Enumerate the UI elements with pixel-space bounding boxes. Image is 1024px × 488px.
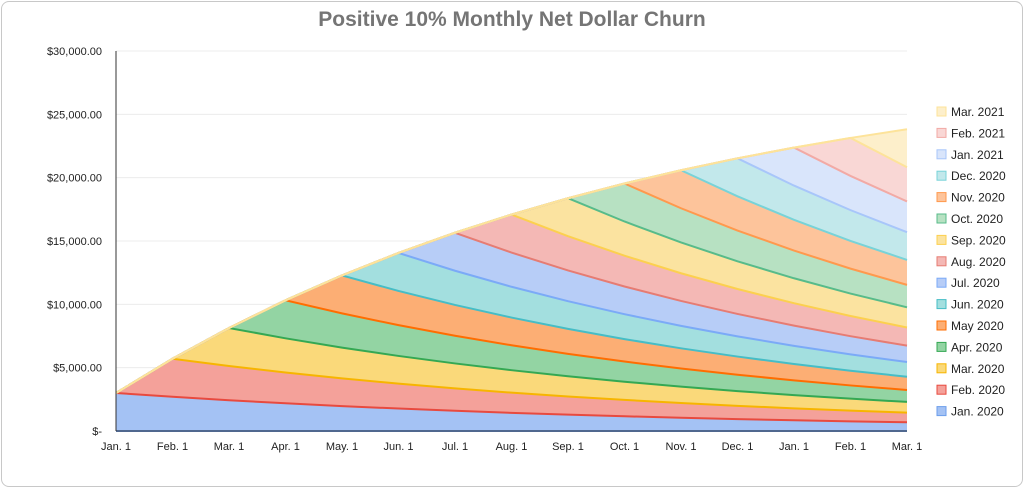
x-tick-label: Feb. 1 [157, 441, 188, 453]
y-tick-label: $25,000.00 [47, 109, 102, 121]
x-tick-label: May. 1 [326, 441, 358, 453]
y-tick-label: $5,000.00 [53, 363, 102, 375]
legend-swatch [936, 341, 947, 352]
x-tick-label: Mar. 1 [892, 441, 923, 453]
legend-label: Jan. 2021 [951, 148, 1004, 162]
y-tick-label: $15,000.00 [47, 236, 102, 248]
legend-label: Apr. 2020 [951, 340, 1003, 354]
legend-label: Oct. 2020 [951, 212, 1003, 226]
y-tick-label: $10,000.00 [47, 299, 102, 311]
legend-swatch [936, 320, 947, 331]
legend-swatch [936, 106, 947, 117]
legend-label: Jan. 2020 [951, 405, 1004, 419]
x-tick-label: Dec. 1 [722, 441, 754, 453]
legend-label: Mar. 2020 [951, 362, 1005, 376]
y-tick-label: $30,000.00 [47, 46, 102, 58]
legend-swatch [936, 363, 947, 374]
x-tick-label: Oct. 1 [610, 441, 639, 453]
area-oct-2020 [116, 183, 907, 393]
x-tick-label: Mar. 1 [214, 441, 245, 453]
legend-label: Nov. 2020 [951, 191, 1005, 205]
legend-label: May 2020 [951, 319, 1004, 333]
legend-swatch [936, 170, 947, 181]
legend-swatch [936, 213, 947, 224]
x-tick-label: Feb. 1 [835, 441, 866, 453]
area-feb-2020 [116, 358, 907, 423]
area-jan-2021 [116, 147, 907, 393]
legend-label: Jul. 2020 [951, 276, 1000, 290]
x-tick-label: Sep. 1 [552, 441, 584, 453]
legend-label: Sep. 2020 [951, 233, 1006, 247]
chart-title: Positive 10% Monthly Net Dollar Churn [318, 8, 706, 31]
legend-swatch [936, 192, 947, 203]
legend-swatch [936, 384, 947, 395]
x-tick-label: Jan. 1 [779, 441, 809, 453]
y-tick-label: $20,000.00 [47, 173, 102, 185]
total-top-line [115, 128, 908, 394]
legend-swatch [936, 299, 947, 310]
legend-swatch [936, 406, 947, 417]
legend-label: Dec. 2020 [951, 169, 1006, 183]
legend-label: Feb. 2021 [951, 126, 1005, 140]
x-tick-label: Jul. 1 [442, 441, 468, 453]
legend-swatch [936, 127, 947, 138]
series-line-apr-2020 [115, 326, 908, 403]
area-jul-2020 [116, 232, 907, 393]
y-tick-label: $- [92, 426, 102, 438]
x-tick-label: Jun. 1 [384, 441, 414, 453]
x-tick-label: Nov. 1 [666, 441, 697, 453]
series-line-mar-2020 [115, 357, 908, 414]
legend-swatch [936, 149, 947, 160]
area-may-2020 [116, 275, 907, 393]
x-tick-label: Jan. 1 [101, 441, 131, 453]
legend-swatch [936, 234, 947, 245]
x-tick-label: Aug. 1 [496, 441, 528, 453]
legend-label: Feb. 2020 [951, 383, 1005, 397]
area-aug-2020 [116, 214, 907, 393]
x-tick-label: Apr. 1 [271, 441, 300, 453]
legend-swatch [936, 256, 947, 267]
series-line-feb-2020 [115, 392, 908, 424]
area-jan-2020 [116, 393, 907, 431]
area-feb-2021 [116, 137, 907, 393]
legend-swatch [936, 277, 947, 288]
area-apr-2020 [116, 300, 907, 402]
legend-label: Mar. 2021 [951, 105, 1005, 119]
legend-label: Jun. 2020 [951, 298, 1004, 312]
legend-label: Aug. 2020 [951, 255, 1006, 269]
